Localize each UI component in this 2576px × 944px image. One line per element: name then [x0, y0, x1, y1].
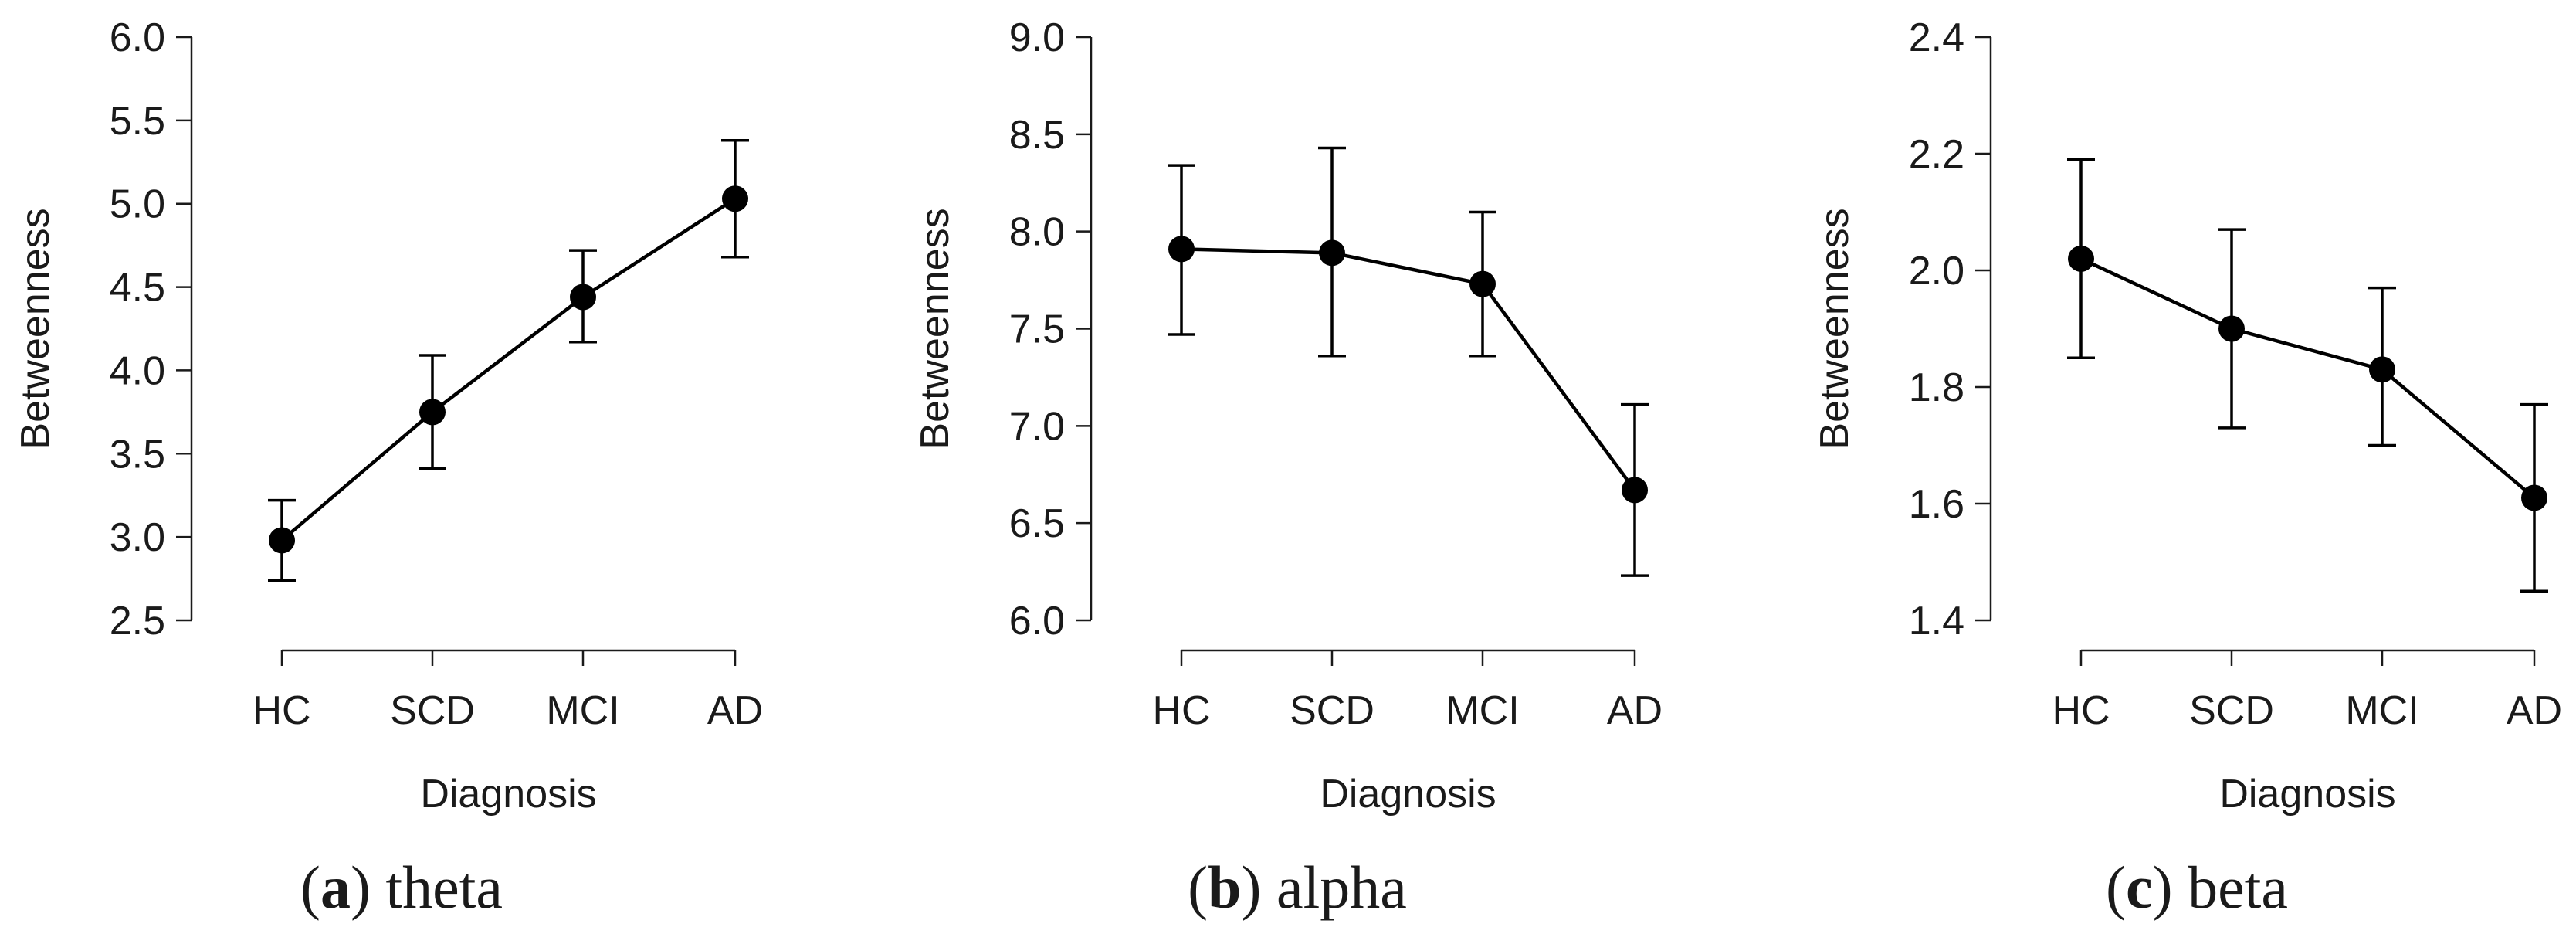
- caption-paren-open: (: [1188, 854, 1208, 921]
- y-tick-label: 7.0: [1009, 404, 1065, 449]
- data-point-ad: [2521, 484, 2547, 511]
- data-point-ad: [1622, 477, 1648, 504]
- y-tick-label: 2.5: [110, 599, 165, 643]
- x-tick-label: AD: [707, 688, 763, 733]
- panel-caption: (c) beta: [2106, 854, 2288, 921]
- y-tick-label: 3.5: [110, 432, 165, 477]
- caption-paren-close: ): [2153, 854, 2188, 921]
- data-point-mci: [1469, 270, 1496, 297]
- y-axis-title: Betweenness: [13, 208, 58, 449]
- y-tick-label: 9.0: [1009, 15, 1065, 60]
- caption-tag: b: [1208, 854, 1241, 921]
- caption-tag: a: [320, 854, 351, 921]
- y-tick-label: 7.5: [1009, 307, 1065, 352]
- y-tick-label: 2.0: [1909, 249, 1964, 294]
- caption-paren-close: ): [1241, 854, 1276, 921]
- y-tick-label: 2.4: [1909, 15, 1964, 60]
- y-tick-label: 6.0: [1009, 599, 1065, 643]
- x-axis-title: Diagnosis: [420, 772, 596, 817]
- x-tick-label: HC: [1152, 688, 1210, 733]
- x-tick-label: SCD: [2189, 688, 2274, 733]
- y-tick-label: 8.0: [1009, 210, 1065, 255]
- y-tick-label: 1.4: [1909, 599, 1964, 643]
- y-tick-label: 6.5: [1009, 501, 1065, 546]
- x-tick-label: HC: [253, 688, 310, 733]
- x-tick-label: MCI: [546, 688, 619, 733]
- series-line: [280, 197, 737, 542]
- panel-caption: (b) alpha: [1188, 854, 1407, 921]
- x-tick-label: MCI: [1446, 688, 1519, 733]
- caption-paren-close: ): [351, 854, 385, 921]
- y-axis-title: Betweenness: [913, 208, 958, 449]
- x-tick-label: SCD: [1290, 688, 1374, 733]
- caption-tag: c: [2126, 854, 2153, 921]
- x-tick-label: SCD: [390, 688, 475, 733]
- y-tick-label: 8.5: [1009, 113, 1065, 158]
- y-tick-label: 6.0: [110, 15, 165, 60]
- data-point-mci: [570, 284, 596, 311]
- y-tick-label: 2.2: [1909, 132, 1964, 177]
- data-point-hc: [1168, 236, 1195, 263]
- caption-paren-open: (: [2106, 854, 2126, 921]
- caption-paren-open: (: [300, 854, 320, 921]
- y-tick-label: 3.0: [110, 515, 165, 560]
- series-line: [1181, 247, 1636, 491]
- chart-panel-theta: 2.5 3.0 3.5 4.0 4.5 5.0 5.5 6.0 Betweenness HC SCD…: [13, 15, 763, 921]
- x-tick-label: MCI: [2345, 688, 2418, 733]
- caption-name: theta: [385, 854, 503, 921]
- series-line: [2080, 256, 2536, 500]
- y-tick-label: 1.8: [1909, 365, 1964, 410]
- chart-panel-beta: 1.4 1.6 1.8 2.0 2.2 2.4 Betweenness HC SCD MCI AD D…: [1812, 15, 2562, 921]
- caption-name: alpha: [1276, 854, 1407, 921]
- x-axis-title: Diagnosis: [1320, 772, 1496, 817]
- x-axis-title: Diagnosis: [2219, 772, 2395, 817]
- data-point-hc: [269, 527, 295, 554]
- data-point-scd: [419, 399, 446, 426]
- y-axis-title: Betweenness: [1812, 208, 1857, 449]
- x-tick-label: AD: [2507, 688, 2562, 733]
- panel-caption: (a) theta: [300, 854, 503, 921]
- chart-panel-alpha: 6.0 6.5 7.0 7.5 8.0 8.5 9.0 Betweenness HC SCD MCI…: [913, 15, 1663, 921]
- data-point-hc: [2068, 245, 2094, 272]
- x-tick-label: AD: [1607, 688, 1663, 733]
- data-point-mci: [2369, 356, 2395, 383]
- y-tick-label: 4.0: [110, 348, 165, 393]
- data-point-ad: [722, 185, 748, 212]
- x-tick-label: HC: [2052, 688, 2110, 733]
- data-point-scd: [2218, 315, 2245, 342]
- data-point-scd: [1319, 239, 1345, 267]
- y-tick-label: 4.5: [110, 266, 165, 311]
- y-tick-label: 1.6: [1909, 482, 1964, 527]
- caption-name: beta: [2188, 854, 2288, 921]
- y-tick-label: 5.5: [110, 99, 165, 144]
- y-tick-label: 5.0: [110, 182, 165, 227]
